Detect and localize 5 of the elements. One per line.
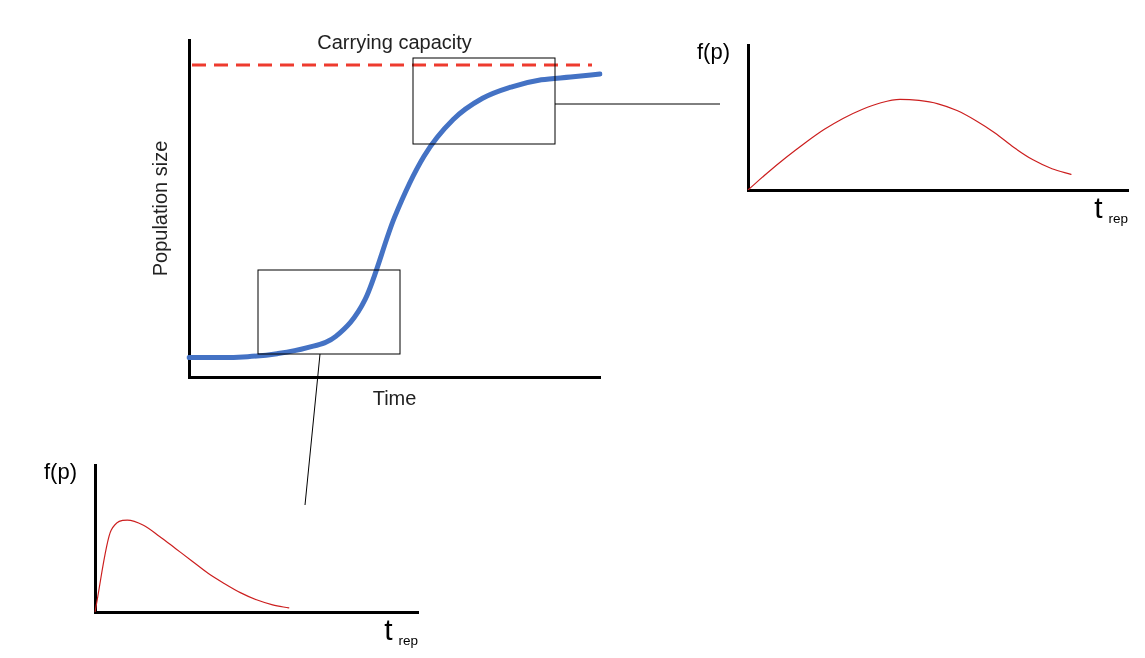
- ref-line-label: Carrying capacity: [317, 30, 472, 53]
- y-axis-title: Population size: [148, 140, 171, 277]
- y-axis-title: f(p): [44, 459, 77, 484]
- x-axis-title: Time: [372, 386, 417, 409]
- y-axis-title: f(p): [697, 39, 730, 64]
